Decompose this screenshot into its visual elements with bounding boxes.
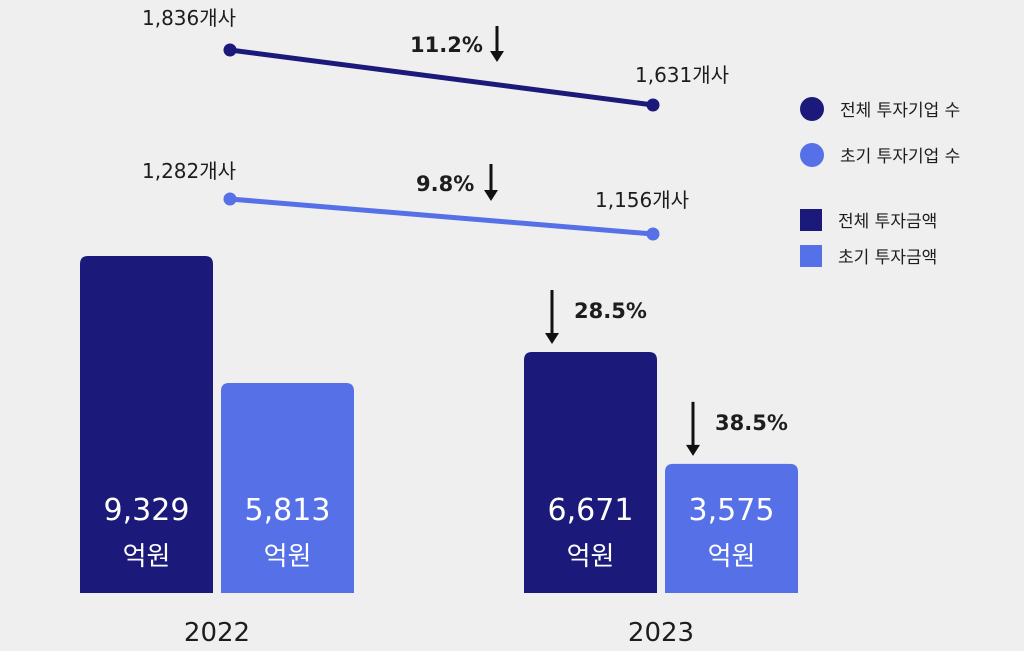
bar-total_amount-2022	[80, 256, 213, 593]
line-change-label: 9.8%	[416, 172, 474, 196]
bar-total_amount-2023	[524, 352, 657, 593]
bar-change-arrow-early_amount-head	[686, 444, 700, 456]
bar-unit-label: 억원	[567, 542, 615, 572]
line-change-arrow-total_count-head	[490, 51, 504, 62]
bar-early_amount-2023	[665, 463, 798, 593]
legend-label: 전체 투자금액	[838, 212, 938, 232]
legend-item-total-amount: 전체 투자금액	[800, 207, 937, 232]
legend-item-early-count: 초기 투자기업 수	[800, 142, 960, 167]
legend-marker-circle	[800, 96, 824, 121]
bar-value-label: 3,575	[689, 493, 775, 528]
bar-unit-label: 억원	[264, 542, 312, 572]
point-value-label: 1,282개사	[142, 159, 236, 183]
line-early_count	[227, 196, 656, 237]
legend-marker-square	[800, 208, 822, 231]
bar-value-label: 9,329	[104, 493, 190, 528]
bar-unit-label: 억원	[708, 542, 756, 572]
point-value-label: 1,631개사	[635, 63, 729, 87]
legend-marker-circle	[800, 142, 824, 167]
point-total_count-2023	[646, 98, 660, 112]
point-value-label: 1,156개사	[595, 188, 689, 212]
bar-change-label: 38.5%	[715, 411, 788, 435]
legend-label: 전체 투자기업 수	[840, 101, 961, 121]
bar-value-label: 6,671	[548, 493, 634, 528]
bar-change-arrow-total_amount-head	[545, 333, 559, 345]
legend-marker-square	[800, 244, 822, 267]
point-early_count-2022	[223, 192, 237, 206]
line-total_count	[227, 47, 656, 108]
x-tick-label: 2022	[184, 618, 250, 648]
point-value-label: 1,836개사	[142, 6, 236, 30]
bar-change-label: 28.5%	[574, 299, 647, 323]
point-early_count-2023	[646, 227, 660, 241]
line-change-label: 11.2%	[410, 33, 483, 57]
legend-label: 초기 투자기업 수	[840, 147, 961, 167]
legend-item-early-amount: 초기 투자금액	[800, 243, 937, 268]
legend-item-total-count: 전체 투자기업 수	[800, 96, 960, 121]
legend-label: 초기 투자금액	[838, 248, 938, 268]
point-total_count-2022	[223, 43, 237, 57]
x-tick-label: 2023	[628, 618, 694, 648]
bar-value-label: 5,813	[245, 493, 331, 528]
bar-unit-label: 억원	[123, 542, 171, 572]
bar-early_amount-2022	[221, 383, 354, 593]
line-change-arrow-early_count-head	[484, 190, 498, 201]
